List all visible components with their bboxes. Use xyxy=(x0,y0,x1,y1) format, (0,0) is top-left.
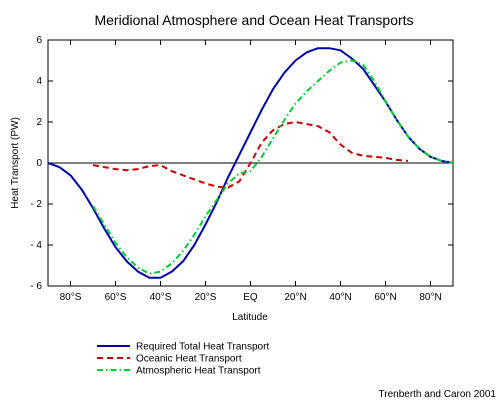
y-tick-label: 0 xyxy=(36,158,42,169)
x-tick-label: EQ xyxy=(243,292,258,303)
y-tick-label: - 2 xyxy=(30,199,42,210)
legend-label: Required Total Heat Transport xyxy=(136,342,269,353)
y-tick-label: 4 xyxy=(36,76,42,87)
x-tick-labels: 80°S 60°S 40°S 20°S EQ 20°N 40°N 60°N 80°N xyxy=(60,292,442,303)
y-tick-label: - 4 xyxy=(30,240,42,251)
series-line-2 xyxy=(92,121,409,189)
axis-ticks xyxy=(48,39,453,287)
x-tick-label: 20°N xyxy=(284,292,306,303)
x-tick-label: 80°S xyxy=(60,292,82,303)
x-tick-label: 80°N xyxy=(419,292,441,303)
y-tick-label: - 6 xyxy=(30,281,42,292)
x-tick-label: 60°S xyxy=(105,292,127,303)
y-tick-label: 2 xyxy=(36,117,42,128)
x-tick-label: 60°N xyxy=(374,292,396,303)
legend-label: Oceanic Heat Transport xyxy=(136,354,242,365)
credit-text: Trenberth and Caron 2001 xyxy=(379,389,497,400)
x-tick-label: 20°S xyxy=(195,292,217,303)
series-layer xyxy=(47,47,454,279)
y-axis-label: Heat Transport (PW) xyxy=(10,117,21,209)
x-axis-label: Latitude xyxy=(232,312,268,323)
x-tick-label: 40°N xyxy=(329,292,351,303)
chart-title: Meridional Atmosphere and Ocean Heat Tra… xyxy=(94,12,413,28)
x-tick-label: 40°S xyxy=(150,292,172,303)
y-tick-labels: 6 4 2 0 - 2 - 4 - 6 xyxy=(30,35,42,292)
y-tick-label: 6 xyxy=(36,35,42,46)
legend-label: Atmospheric Heat Transport xyxy=(136,366,261,377)
series-line-3 xyxy=(92,59,454,275)
